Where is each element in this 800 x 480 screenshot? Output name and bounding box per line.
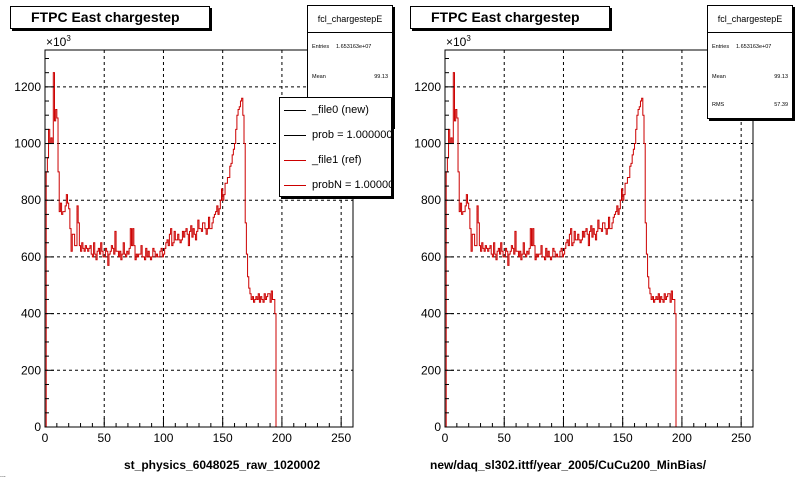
left-x-tick-label: 50 [98,431,112,445]
legend-line-0 [284,110,306,111]
right-x-tick-label: 150 [613,431,633,445]
left-stats-entries-value: 1.653163e+07 [336,44,372,50]
legend-line-1 [284,135,306,136]
right-stats-mean-value: 99.13 [774,74,788,80]
left-y-mult-power: 3 [66,34,71,43]
right-stats-entries-value: 1.653163e+07 [736,44,772,50]
right-stats-rms-label: RMS [712,102,725,108]
right-plot[interactable]: 0 50 100 150 200 250 0 200 400 600 800 1000 1200 [400,0,800,460]
left-y-tick-label: 1000 [14,137,41,151]
left-x-tick-label: 250 [331,431,351,445]
right-stats-entries-label: Entries [712,44,730,50]
right-x-label: new/daq_sl302.ittf/year_2005/CuCu200_Min… [430,458,707,472]
right-stats-mean-label: Mean [712,74,726,80]
left-y-tick-label: 600 [21,250,41,264]
left-x-tick-label: 0 [42,431,49,445]
right-y-tick-label: 1000 [414,137,441,151]
left-x-label: st_physics_6048025_raw_1020002 [124,458,321,472]
left-y-tick-label: 0 [34,420,41,434]
left-stats-title: fcl_chargestepE [308,6,392,33]
right-y-mult-power: 3 [466,34,471,43]
left-y-tick-label: 200 [21,363,41,377]
right-x-tick-label: 50 [498,431,512,445]
left-title: FTPC East chargestep [10,6,210,29]
legend-label-1: prob = 1.000000 [312,129,392,141]
right-stats-box: fcl_chargestepE Entries 1.653163e+07 Mea… [707,5,793,119]
left-series-line [45,72,353,428]
right-panel: FTPC East chargestep ×103 0 50 100 150 200 25… [400,0,800,480]
legend-entry-0: _file0 (new) [280,98,391,123]
right-y-tick-label: 600 [421,250,441,264]
right-stats-entries: Entries 1.653163e+07 [712,44,788,50]
right-y-mult-base: ×10 [446,35,467,49]
right-y-tick-label: 0 [434,420,441,434]
left-stats-entries-label: Entries [312,44,330,50]
left-y-tick-label: 1200 [14,80,41,94]
left-x-tick-label: 100 [153,431,173,445]
footer-fragment: ... [0,472,6,479]
left-x-tick-label: 200 [272,431,292,445]
legend-entry-3: probN = 1.000000 [280,173,392,196]
right-stats-title: fcl_chargestepE [708,6,792,33]
left-y-tick-label: 400 [21,307,41,321]
right-y-multiplier: ×103 [446,34,471,49]
legend-label-3: probN = 1.000000 [312,179,392,191]
legend-entry-2: _file1 (ref) [280,148,391,173]
right-plot-area [445,50,753,427]
left-y-mult-base: ×10 [46,35,67,49]
legend-line-3 [284,185,306,186]
right-stats-rms: RMS 57.39 [712,102,788,108]
right-stats-mean: Mean 99.13 [712,74,788,80]
left-stats-mean-value: 99.13 [374,74,388,80]
left-y-tick-label: 800 [21,193,41,207]
right-y-tick-label: 200 [421,363,441,377]
left-x-tick-label: 150 [213,431,233,445]
left-y-multiplier: ×103 [46,34,71,49]
right-stats-rms-value: 57.39 [774,102,788,108]
legend-label-0: _file0 (new) [312,104,369,116]
right-x-tick-label: 250 [731,431,751,445]
legend-line-2 [284,160,306,161]
legend-entry-1: prob = 1.000000 [280,123,392,148]
right-x-tick-label: 200 [672,431,692,445]
left-legend: _file0 (new) prob = 1.000000 _file1 (ref… [279,97,392,197]
right-series-line [445,72,753,428]
left-stats-mean-label: Mean [312,74,326,80]
right-y-tick-label: 1200 [414,80,441,94]
left-panel: FTPC East chargestep ×103 0 50 100 150 200 25… [10,5,393,472]
right-y-tick-label: 800 [421,193,441,207]
left-stats-mean: Mean 99.13 [312,74,388,80]
legend-label-2: _file1 (ref) [312,154,362,166]
right-y-tick-label: 400 [421,307,441,321]
right-title: FTPC East chargestep [410,6,610,29]
right-x-tick-label: 100 [553,431,573,445]
left-stats-entries: Entries 1.653163e+07 [312,44,388,50]
right-x-tick-label: 0 [442,431,449,445]
